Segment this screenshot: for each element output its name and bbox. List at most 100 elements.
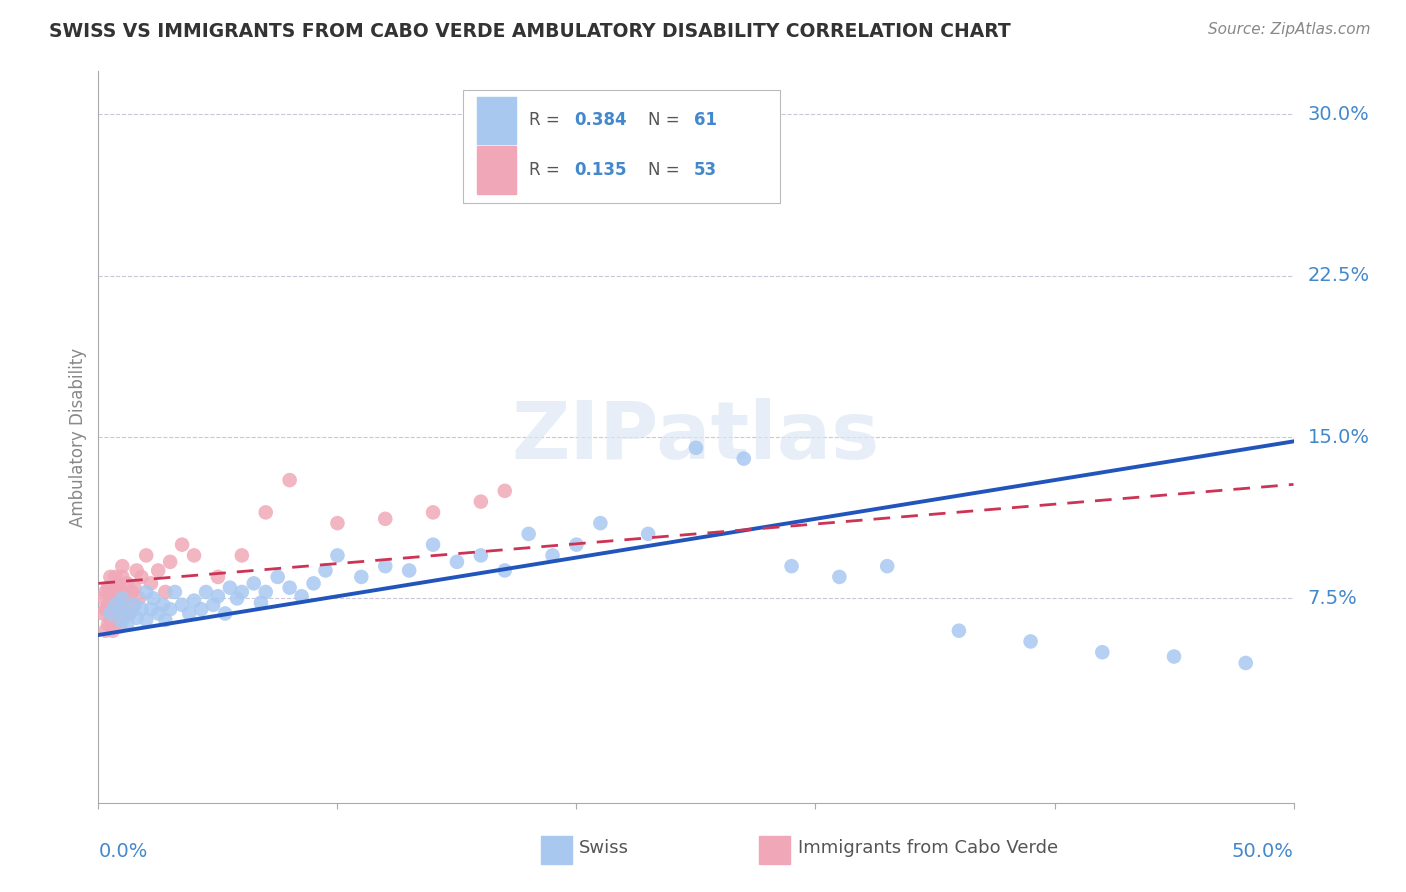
Point — [267, 570, 290, 584]
Text: R =: R = — [529, 161, 565, 179]
Point — [115, 617, 138, 632]
Point — [446, 555, 468, 569]
Point — [948, 624, 970, 638]
Point — [374, 512, 396, 526]
Point — [172, 538, 194, 552]
Point — [733, 451, 755, 466]
Text: 0.0%: 0.0% — [98, 842, 148, 861]
Point — [183, 593, 205, 607]
Point — [1019, 634, 1042, 648]
Text: Immigrants from Cabo Verde: Immigrants from Cabo Verde — [797, 839, 1057, 857]
Point — [108, 613, 131, 627]
Point — [152, 598, 174, 612]
Point — [876, 559, 898, 574]
Point — [278, 473, 301, 487]
Point — [155, 585, 177, 599]
Point — [326, 516, 349, 530]
Text: Swiss: Swiss — [579, 839, 628, 857]
Text: R =: R = — [529, 112, 565, 129]
Point — [139, 602, 162, 616]
Point — [104, 607, 127, 621]
Point — [118, 607, 141, 621]
Point — [135, 549, 157, 563]
Point — [98, 607, 122, 621]
Point — [190, 602, 212, 616]
Point — [124, 598, 146, 612]
Point — [398, 564, 420, 578]
Point — [118, 607, 141, 621]
Point — [254, 585, 277, 599]
Point — [135, 585, 157, 599]
Point — [115, 576, 138, 591]
Point — [131, 570, 153, 584]
Point — [155, 613, 177, 627]
Point — [98, 613, 122, 627]
Point — [1234, 656, 1257, 670]
Point — [422, 505, 444, 519]
Point — [541, 549, 564, 563]
FancyBboxPatch shape — [463, 90, 780, 203]
Point — [195, 585, 218, 599]
Point — [94, 624, 117, 638]
Point — [101, 581, 124, 595]
Point — [104, 570, 127, 584]
Point — [108, 581, 131, 595]
Point — [1163, 649, 1185, 664]
Point — [104, 591, 127, 606]
Text: 53: 53 — [693, 161, 717, 179]
Text: ZIPatlas: ZIPatlas — [512, 398, 880, 476]
Point — [111, 591, 134, 606]
Point — [94, 602, 117, 616]
Text: 30.0%: 30.0% — [1308, 105, 1369, 124]
Point — [125, 611, 148, 625]
Point — [1091, 645, 1114, 659]
Point — [148, 564, 170, 578]
Text: Source: ZipAtlas.com: Source: ZipAtlas.com — [1208, 22, 1371, 37]
Point — [183, 549, 205, 563]
Point — [494, 564, 516, 578]
Point — [207, 570, 229, 584]
Point — [91, 591, 114, 606]
Bar — [541, 837, 572, 864]
Point — [163, 585, 186, 599]
Point — [124, 581, 146, 595]
Point — [128, 591, 150, 606]
Point — [780, 559, 803, 574]
Text: SWISS VS IMMIGRANTS FROM CABO VERDE AMBULATORY DISABILITY CORRELATION CHART: SWISS VS IMMIGRANTS FROM CABO VERDE AMBU… — [49, 22, 1011, 41]
Bar — [759, 837, 790, 864]
Point — [243, 576, 266, 591]
Point — [111, 598, 134, 612]
Point — [589, 516, 612, 530]
Point — [231, 549, 253, 563]
Point — [125, 564, 148, 578]
Point — [250, 596, 273, 610]
Point — [111, 602, 134, 616]
Point — [517, 527, 540, 541]
Point — [350, 570, 373, 584]
Point — [159, 555, 181, 569]
Point — [302, 576, 325, 591]
Point — [104, 598, 127, 612]
Point — [315, 564, 337, 578]
Text: 0.135: 0.135 — [574, 161, 627, 179]
Point — [179, 607, 201, 621]
Point — [231, 585, 253, 599]
Point — [101, 598, 124, 612]
Point — [111, 585, 134, 599]
Point — [214, 607, 236, 621]
Text: N =: N = — [648, 112, 685, 129]
Point — [98, 602, 122, 616]
Point — [98, 570, 122, 584]
Point — [97, 581, 120, 595]
Point — [97, 617, 120, 632]
Point — [172, 598, 194, 612]
Point — [107, 585, 129, 599]
Point — [565, 538, 588, 552]
Point — [326, 549, 349, 563]
Point — [142, 591, 165, 606]
Point — [828, 570, 851, 584]
Point — [139, 576, 162, 591]
Point — [637, 527, 659, 541]
Point — [470, 549, 492, 563]
Text: 50.0%: 50.0% — [1232, 842, 1294, 861]
